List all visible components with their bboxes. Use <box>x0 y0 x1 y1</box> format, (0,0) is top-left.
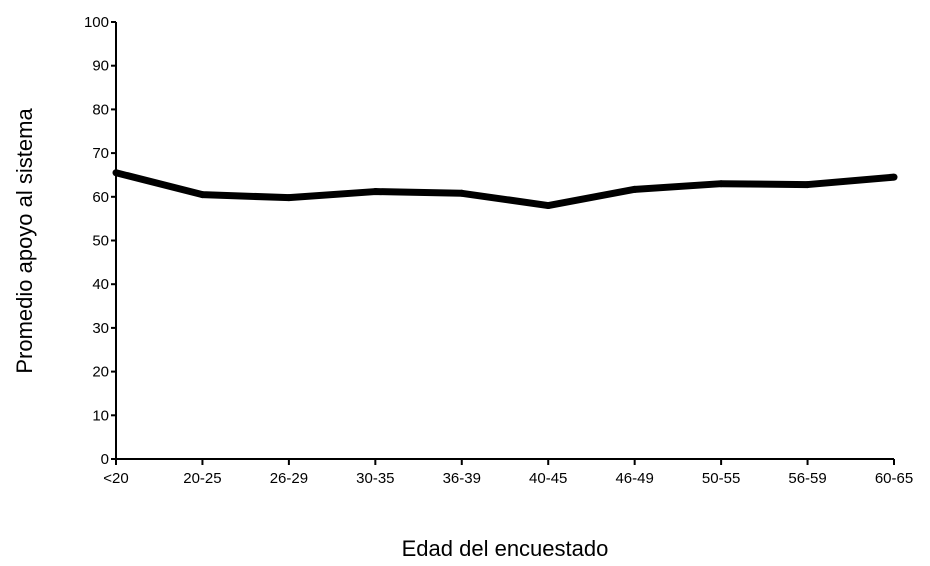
y-axis-title: Promedio apoyo al sistema <box>12 108 37 374</box>
y-tick-label: 80 <box>92 101 109 118</box>
x-tick-label: 46-49 <box>615 470 653 487</box>
data-point <box>458 189 466 197</box>
x-tick-label: 30-35 <box>356 470 394 487</box>
y-tick-label: 0 <box>101 451 109 468</box>
x-tick-label: 36-39 <box>443 470 481 487</box>
series-line <box>115 169 895 210</box>
y-tick-label: 50 <box>92 233 109 250</box>
x-tick-label: 40-45 <box>529 470 567 487</box>
x-tick-label: 60-65 <box>875 470 913 487</box>
data-point <box>804 181 812 189</box>
plot-area <box>112 169 898 210</box>
x-tick-label: 20-25 <box>183 470 221 487</box>
data-point <box>631 185 639 193</box>
data-point <box>285 194 293 202</box>
y-tick-label: 40 <box>92 276 109 293</box>
x-tick-label: 50-55 <box>702 470 740 487</box>
data-point <box>371 188 379 196</box>
x-axis: <20 20-25 26-29 30-35 36-39 40-45 46-49 50-55 56… <box>103 458 913 487</box>
data-point <box>198 191 206 199</box>
y-tick-label: 60 <box>92 189 109 206</box>
data-point <box>112 169 120 177</box>
data-point <box>717 180 725 188</box>
y-tick-label: 20 <box>92 364 109 381</box>
x-axis-title: Edad del encuestado <box>402 536 609 561</box>
y-tick-label: 10 <box>92 407 109 424</box>
y-tick-label: 30 <box>92 320 109 337</box>
y-tick-label: 100 <box>84 14 109 31</box>
data-point <box>544 202 552 210</box>
y-tick-label: 90 <box>92 58 109 75</box>
data-point <box>890 173 898 181</box>
y-axis: 0 10 20 30 40 50 60 70 80 90 100 <box>84 14 117 468</box>
x-tick-label: <20 <box>103 470 128 487</box>
x-tick-label: 56-59 <box>788 470 826 487</box>
y-tick-label: 70 <box>92 145 109 162</box>
x-tick-label: 26-29 <box>270 470 308 487</box>
